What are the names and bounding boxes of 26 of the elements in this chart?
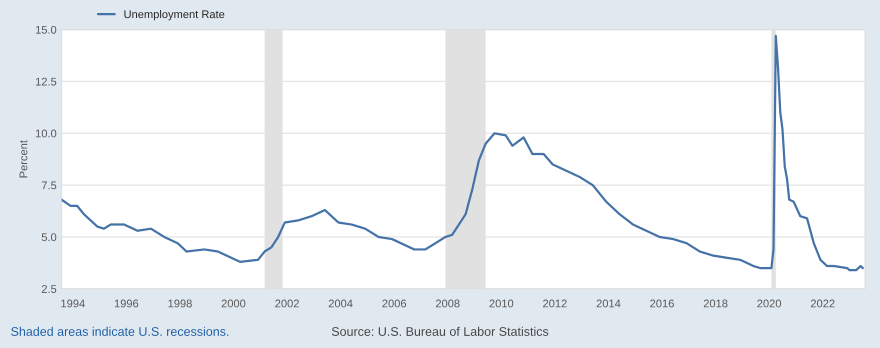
x-tick-label: 2022 <box>810 300 835 308</box>
y-tick-label: 10.0 <box>36 130 56 138</box>
x-tick-label: 1994 <box>61 300 85 308</box>
legend-label: Unemployment Rate <box>124 10 224 20</box>
line-series <box>62 34 864 272</box>
x-tick-label: 1998 <box>168 300 192 308</box>
source-note: Source: U.S. Bureau of Labor Statistics <box>332 326 548 336</box>
y-tick-label: 15.0 <box>36 26 56 34</box>
x-tick-label: 2002 <box>275 300 299 308</box>
x-tick-label: 2014 <box>596 300 621 308</box>
y-tick-label: 12.5 <box>36 78 56 86</box>
text: Shaded areas indicate U.S. recessions. <box>11 326 228 336</box>
y-tick-label: 2.5 <box>42 285 56 293</box>
x-tick-label: 2018 <box>704 300 728 308</box>
x-tick-label: 2020 <box>757 300 782 308</box>
x-tick-label: 2010 <box>490 300 514 308</box>
y-tick-label: 7.5 <box>42 182 56 190</box>
y-tick-label: 5.0 <box>42 233 56 242</box>
x-tick-label: 2012 <box>543 300 567 308</box>
x-tick-label: 2000 <box>222 300 246 308</box>
x-tick-label: 1996 <box>114 300 138 308</box>
x-tick-label: 2016 <box>650 300 674 308</box>
x-tick-label: 2008 <box>436 300 460 308</box>
y-axis-title: Percent <box>20 140 28 178</box>
x-tick-label: 2004 <box>328 300 353 308</box>
x-tick-label: 2006 <box>382 300 406 308</box>
